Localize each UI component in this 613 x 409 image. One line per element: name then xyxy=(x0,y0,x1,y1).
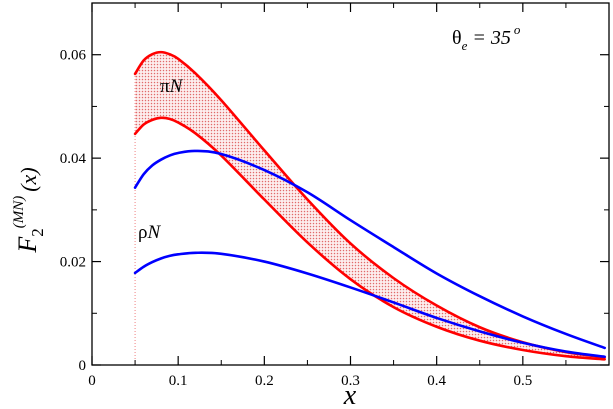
pion-label-letter: N xyxy=(169,76,184,97)
y-label-arg: (x) xyxy=(16,167,41,191)
angle-annotation: θe = 35 o xyxy=(452,22,521,53)
y-tick-label: 0.02 xyxy=(60,255,86,271)
x-tick-label: 0.5 xyxy=(513,373,532,389)
angle-eq: = 35 xyxy=(467,27,511,49)
angle-symbol: θ xyxy=(452,27,462,49)
series-line-0 xyxy=(133,50,606,359)
angle-sup: o xyxy=(514,22,521,37)
y-axis-label: F2(MN) (x) xyxy=(11,167,47,253)
y-tick-label: 0.06 xyxy=(60,48,87,64)
x-tick-label: 0 xyxy=(88,373,96,389)
series-line-2 xyxy=(133,149,606,350)
pion-band-fill xyxy=(135,52,605,360)
y-label-base: F xyxy=(13,236,42,254)
series-line-1 xyxy=(133,116,606,361)
x-tick-label: 0.2 xyxy=(255,373,274,389)
rho-label-letter: N xyxy=(146,222,161,243)
svg-text:F2(MN)(x): F2(MN) (x) xyxy=(11,167,47,253)
y-tick-label: 0.04 xyxy=(60,151,87,167)
pion-label-greek: π xyxy=(160,76,170,97)
pion-label: πN xyxy=(160,76,184,97)
axis-ticks: 0 0.1 0.2 0.3 0.4 0.5 0 0.02 0.04 0.06 xyxy=(60,3,609,389)
plot-area xyxy=(133,50,606,365)
x-axis-label: x xyxy=(343,380,357,409)
x-tick-label: 0.3 xyxy=(341,373,360,389)
series-line-3 xyxy=(133,251,606,359)
rho-label-greek: ρ xyxy=(138,222,147,243)
y-label-sup: (MN) xyxy=(11,196,27,229)
x-tick-label: 0.1 xyxy=(169,373,188,389)
y-tick-label: 0 xyxy=(79,358,87,374)
rho-label: ρN xyxy=(138,222,161,243)
angle-sub: e xyxy=(462,38,468,53)
y-label-sub: 2 xyxy=(28,228,47,237)
x-tick-label: 0.4 xyxy=(427,373,446,389)
